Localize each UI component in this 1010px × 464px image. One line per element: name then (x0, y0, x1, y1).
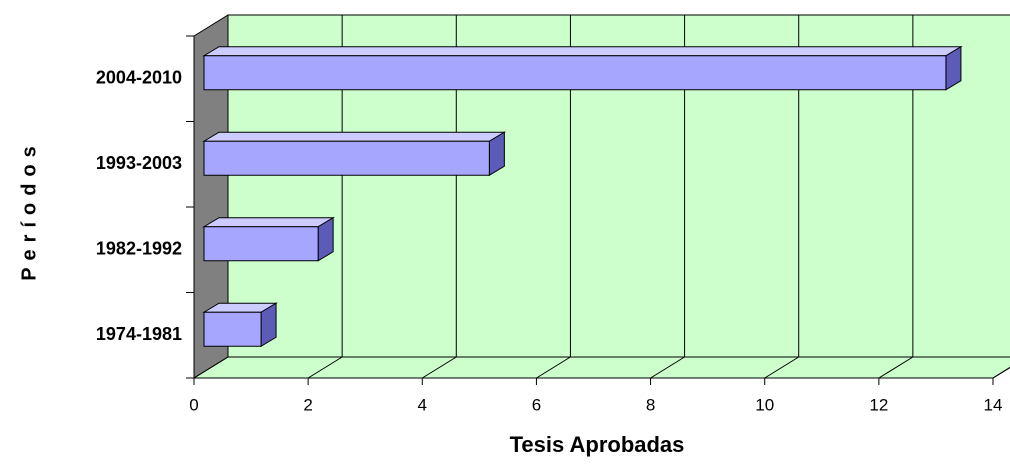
grid-line (536, 356, 571, 379)
x-tick-label: 8 (646, 395, 655, 414)
bar (203, 140, 490, 176)
y-tick-label: 2004-2010 (96, 68, 182, 88)
y-tick-label: 1982-1992 (96, 239, 182, 259)
grid-line (307, 356, 343, 379)
x-tick-label: 6 (532, 395, 541, 414)
bar (203, 226, 319, 262)
bar-top (202, 46, 963, 57)
y-tick-label: 1974-1981 (96, 324, 182, 344)
grid-line (878, 356, 914, 379)
x-tick-label: 0 (189, 395, 198, 414)
x-tick-label: 10 (755, 395, 774, 414)
grid-line (764, 356, 799, 379)
bar-top (202, 217, 335, 228)
x-tick-label: 14 (984, 395, 1003, 414)
x-axis-title: Tesis Aprobadas (510, 432, 685, 457)
x-tick-label: 2 (303, 395, 312, 414)
floor (192, 356, 1010, 379)
grid-line (193, 356, 229, 379)
y-axis-title: Períodos (18, 139, 40, 281)
x-tick-label: 4 (418, 395, 427, 414)
grid-line (422, 356, 457, 379)
grid-line (650, 356, 685, 379)
bar (203, 311, 262, 347)
bar (203, 55, 947, 91)
x-tick-label: 12 (869, 395, 888, 414)
y-tick-label: 1993-2003 (96, 153, 182, 173)
grid-line (992, 366, 1010, 379)
bar-top (202, 131, 507, 142)
